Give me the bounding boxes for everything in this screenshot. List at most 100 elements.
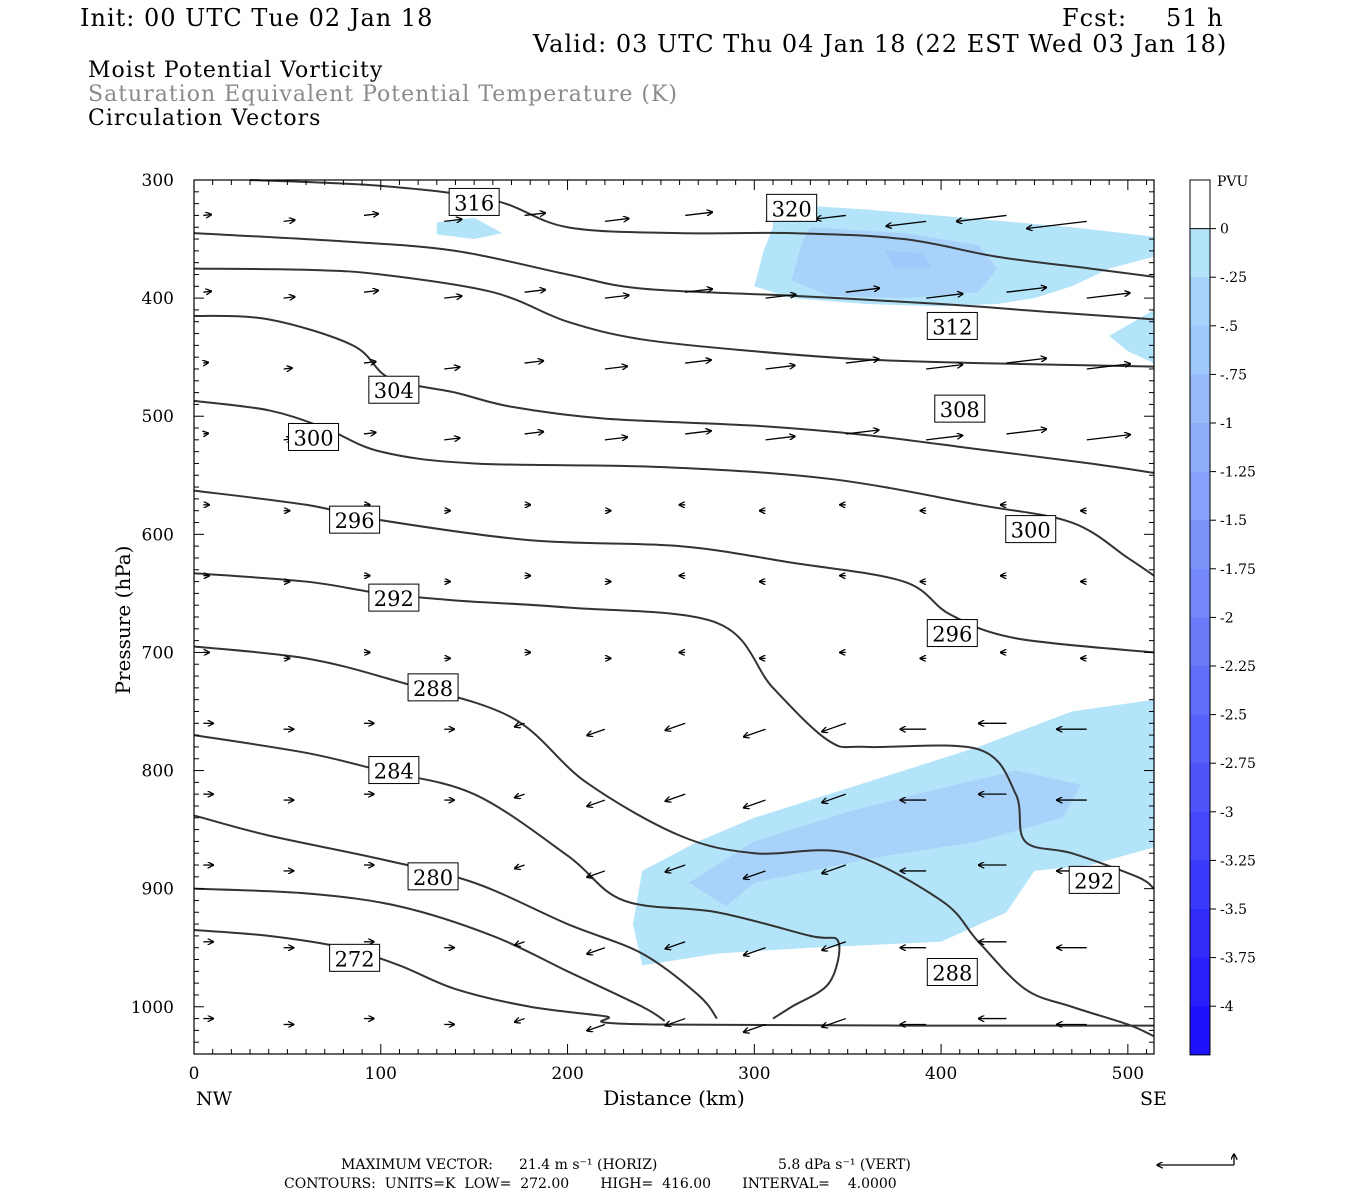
- circulation-vector: [822, 1017, 847, 1027]
- circulation-vector: [685, 360, 711, 363]
- contour-label: 288: [932, 962, 972, 986]
- colorbar-label: -4: [1220, 999, 1234, 1015]
- circulation-vector: [444, 367, 460, 369]
- contour-label-box: [329, 505, 381, 534]
- circulation-vector: [744, 870, 766, 879]
- circulation-vector: [886, 220, 927, 226]
- contour-label-box: [329, 943, 381, 972]
- colorbar-label: -.75: [1220, 367, 1247, 383]
- y-tick-label: 1000: [131, 998, 174, 1018]
- field-title-pv: Moist Potential Vorticity: [88, 58, 384, 83]
- contour-label: 300: [293, 426, 333, 450]
- circulation-vector: [515, 794, 525, 798]
- colorbar-cell: [1190, 666, 1210, 716]
- circulation-vector: [515, 1019, 525, 1023]
- circulation-vector: [363, 432, 376, 433]
- circulation-vector: [203, 291, 211, 292]
- theta-e-contour: [193, 814, 718, 1020]
- init-time: Init: 00 UTC Tue 02 Jan 18: [80, 4, 434, 32]
- y-axis-label: Pressure (hPa): [111, 546, 135, 695]
- circulation-vector: [744, 947, 766, 956]
- circulation-vector: [765, 436, 796, 441]
- circulation-vector: [845, 430, 879, 435]
- contour-label-box: [926, 958, 978, 987]
- contour-label-box: [926, 311, 978, 340]
- circulation-vector: [363, 362, 376, 363]
- contour-label-box: [448, 187, 500, 216]
- circulation-vector: [444, 438, 460, 440]
- circulation-vector: [1006, 429, 1046, 435]
- colorbar-cell: [1190, 228, 1210, 278]
- circulation-vector: [444, 296, 462, 298]
- theta-e-contour: [193, 645, 1155, 1038]
- colorbar-label: -2.25: [1220, 659, 1256, 675]
- circulation-vector: [822, 793, 847, 802]
- pv-region: [1109, 309, 1154, 364]
- circulation-vector: [515, 865, 525, 869]
- theta-e-contour: [193, 267, 1155, 368]
- circulation-vector: [283, 220, 295, 221]
- circulation-vector: [587, 728, 606, 735]
- circulation-vector: [203, 362, 208, 363]
- contour-label: 272: [335, 947, 375, 971]
- circulation-vector: [1006, 358, 1046, 364]
- circulation-vector: [765, 294, 796, 299]
- colorbar-cell: [1190, 374, 1210, 424]
- circulation-vector: [524, 361, 544, 363]
- contour-label-box: [407, 673, 459, 702]
- contour-label: 292: [1074, 869, 1114, 893]
- colorbar-cell: [1190, 180, 1210, 230]
- colorbar-label: -2.5: [1220, 708, 1247, 724]
- circulation-vector: [685, 431, 711, 434]
- x-end-label-nw: NW: [196, 1088, 233, 1110]
- circulation-vector: [604, 366, 628, 369]
- x-tick-label: 100: [365, 1064, 397, 1084]
- y-tick-label: 300: [142, 171, 174, 191]
- contour-label: 284: [374, 760, 414, 784]
- colorbar-label: -1.5: [1220, 513, 1247, 529]
- circulation-vector: [363, 214, 378, 216]
- theta-e-contour: [193, 232, 1155, 321]
- colorbar-cell: [1190, 277, 1210, 327]
- circulation-vector: [816, 214, 846, 219]
- y-tick-label: 400: [142, 289, 174, 309]
- circulation-vector: [203, 214, 211, 215]
- max-vector-vert: 5.8 dPa s⁻¹ (VERT): [778, 1157, 911, 1173]
- contour-label-box: [407, 862, 459, 891]
- circulation-vector: [604, 437, 628, 440]
- colorbar-cell: [1190, 811, 1210, 861]
- circulation-vector: [283, 368, 293, 369]
- circulation-vector: [515, 723, 525, 727]
- contour-label: 308: [940, 398, 980, 422]
- field-title-thetae: Saturation Equivalent Potential Temperat…: [88, 82, 678, 107]
- circulation-vector: [1027, 220, 1087, 228]
- contour-label: 300: [1011, 519, 1051, 543]
- circulation-vector: [1086, 293, 1130, 299]
- colorbar-label: -1.25: [1220, 465, 1256, 481]
- contour-label: 288: [413, 677, 453, 701]
- colorbar-label: -3.75: [1220, 951, 1256, 967]
- colorbar-cell: [1190, 471, 1210, 521]
- circulation-vector: [665, 1017, 686, 1026]
- circulation-vector: [604, 218, 629, 221]
- circulation-vector: [515, 942, 525, 946]
- colorbar-cell: [1190, 423, 1210, 473]
- circulation-vector: [744, 1023, 766, 1032]
- y-tick-label: 500: [142, 407, 174, 427]
- circulation-vector: [665, 864, 686, 872]
- contour-label: 280: [413, 866, 453, 890]
- colorbar-cell: [1190, 714, 1210, 764]
- theta-e-contour: [193, 887, 666, 1022]
- circulation-vector: [1086, 435, 1131, 441]
- contour-label: 296: [335, 509, 375, 533]
- circulation-vector: [524, 290, 546, 292]
- contour-label-box: [766, 193, 818, 222]
- circulation-vector: [587, 799, 606, 806]
- contour-label-box: [926, 619, 978, 648]
- contour-label-box: [288, 422, 340, 451]
- circulation-vector: [587, 1023, 606, 1030]
- circulation-vector: [604, 295, 629, 298]
- theta-e-contour: [249, 179, 1155, 278]
- colorbar-cell: [1190, 568, 1210, 618]
